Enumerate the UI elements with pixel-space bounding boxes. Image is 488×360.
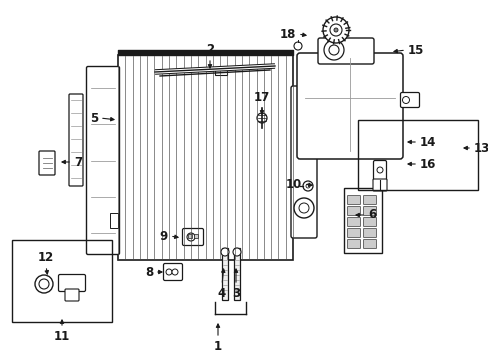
Text: 10: 10 (285, 177, 302, 190)
Text: 12: 12 (38, 251, 54, 264)
Text: 15: 15 (407, 44, 424, 57)
Text: 17: 17 (253, 91, 269, 104)
Circle shape (257, 113, 266, 123)
FancyBboxPatch shape (86, 67, 119, 255)
Bar (222, 248, 227, 300)
Circle shape (186, 233, 195, 241)
Text: 7: 7 (74, 156, 82, 168)
Text: 14: 14 (419, 135, 435, 148)
Circle shape (293, 198, 313, 218)
Circle shape (35, 275, 53, 293)
FancyBboxPatch shape (347, 229, 360, 238)
Text: 16: 16 (419, 158, 435, 171)
Circle shape (402, 96, 408, 104)
Text: 13: 13 (473, 141, 488, 154)
FancyBboxPatch shape (347, 239, 360, 248)
FancyBboxPatch shape (69, 94, 83, 186)
FancyBboxPatch shape (296, 53, 402, 159)
Bar (215, 70, 226, 75)
Bar (110, 213, 118, 228)
Bar (234, 248, 240, 300)
Circle shape (328, 45, 338, 55)
FancyBboxPatch shape (347, 217, 360, 226)
FancyBboxPatch shape (163, 264, 182, 280)
Circle shape (324, 40, 343, 60)
FancyBboxPatch shape (59, 274, 85, 292)
FancyBboxPatch shape (363, 207, 376, 216)
FancyBboxPatch shape (347, 207, 360, 216)
Text: 3: 3 (231, 287, 240, 300)
Circle shape (323, 17, 348, 43)
Circle shape (305, 184, 309, 188)
Circle shape (293, 42, 302, 50)
Circle shape (333, 28, 337, 32)
Bar (187, 234, 192, 238)
FancyBboxPatch shape (363, 239, 376, 248)
Bar (12, 240, 112, 322)
FancyBboxPatch shape (347, 195, 360, 204)
FancyBboxPatch shape (400, 93, 419, 108)
Text: 2: 2 (205, 43, 214, 56)
Circle shape (39, 279, 49, 289)
FancyBboxPatch shape (39, 151, 55, 175)
FancyBboxPatch shape (363, 217, 376, 226)
FancyBboxPatch shape (363, 229, 376, 238)
Text: 5: 5 (90, 112, 98, 125)
Circle shape (376, 167, 382, 173)
Bar (343, 188, 381, 253)
Text: 1: 1 (214, 340, 222, 353)
Circle shape (303, 181, 312, 191)
Bar (118, 55, 292, 260)
FancyBboxPatch shape (290, 86, 316, 238)
FancyBboxPatch shape (373, 161, 386, 181)
Circle shape (232, 248, 241, 256)
Text: 18: 18 (279, 27, 295, 40)
Circle shape (298, 203, 308, 213)
Circle shape (172, 269, 178, 275)
FancyBboxPatch shape (317, 38, 373, 64)
FancyBboxPatch shape (182, 229, 203, 246)
Circle shape (329, 24, 341, 36)
Text: 4: 4 (218, 287, 225, 300)
Bar (194, 234, 198, 238)
Text: 9: 9 (160, 230, 168, 243)
Circle shape (165, 269, 172, 275)
FancyBboxPatch shape (65, 289, 79, 301)
Bar (357, 120, 477, 190)
Text: 11: 11 (54, 330, 70, 343)
FancyBboxPatch shape (372, 179, 386, 191)
Circle shape (221, 248, 228, 256)
FancyBboxPatch shape (363, 195, 376, 204)
Text: 8: 8 (144, 266, 153, 279)
Text: 6: 6 (367, 208, 375, 221)
